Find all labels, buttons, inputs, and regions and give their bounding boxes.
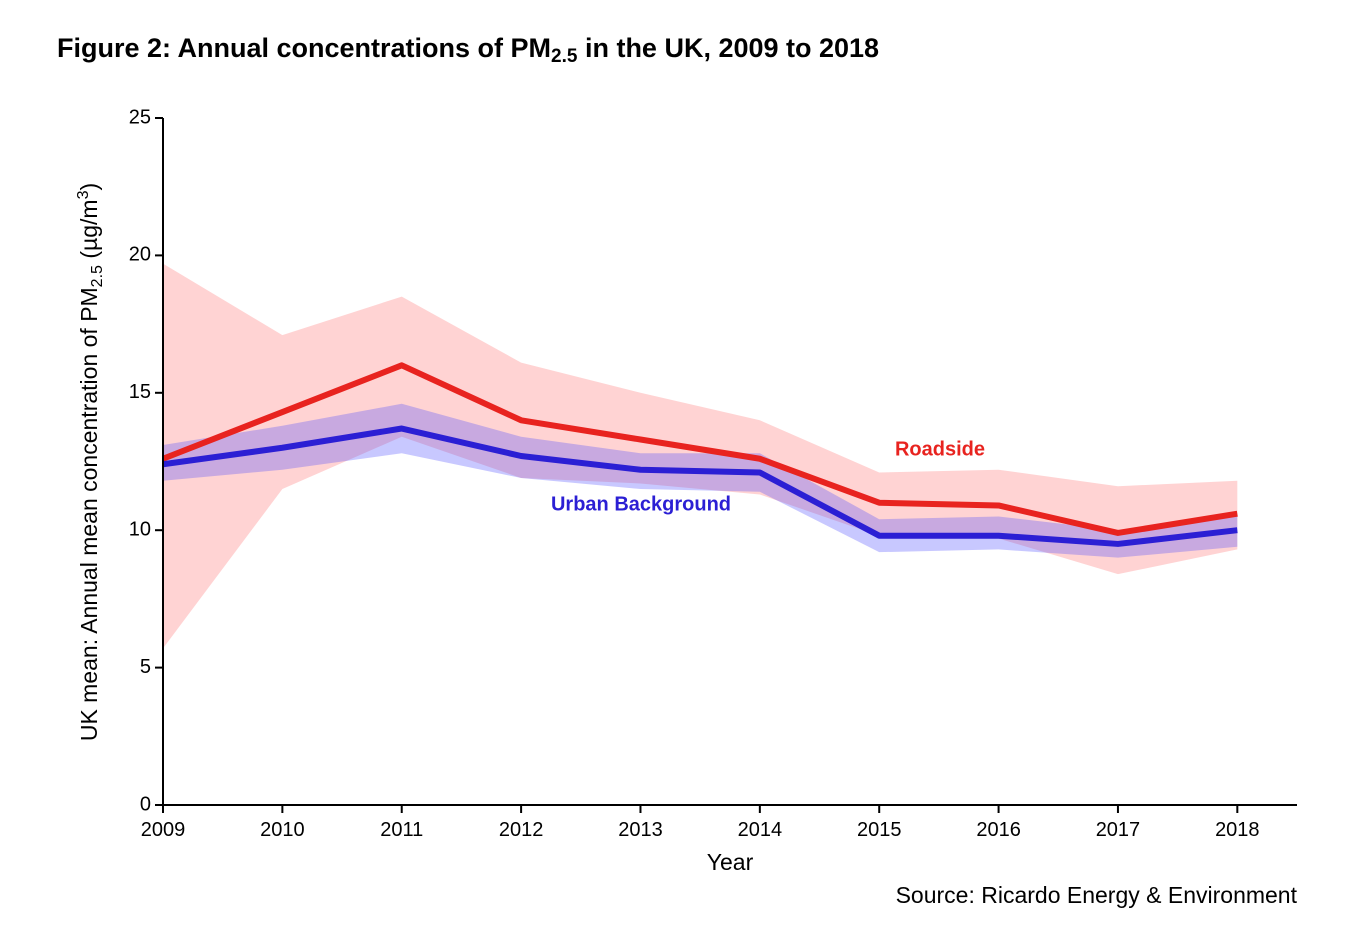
title-rest: in the UK, 2009 to 2018 [577,33,879,63]
confidence-band [163,403,1238,558]
series-line [162,425,1238,547]
x-tick-label: 2010 [260,819,305,841]
source-note: Source: Ricardo Energy & Environment [896,882,1298,908]
y-label-subscript: 2.5 [89,265,106,287]
y-label-superscript: 3 [75,190,92,199]
y-tick-label: 20 [129,244,151,266]
y-tick-label: 5 [140,656,151,678]
series-label: Urban Background [551,493,731,515]
y-label-close: ) [76,183,102,191]
x-tick-label: 2013 [618,819,663,841]
y-tick-label: 0 [140,793,151,815]
y-tick-label: 15 [129,381,151,403]
x-tick-label: 2018 [1215,819,1260,841]
x-axis-label: Year [707,849,754,875]
title-text: Figure 2: Annual concentrations of PM [57,33,551,63]
chart-title: Figure 2: Annual concentrations of PM2.5… [57,33,879,67]
y-label-text: UK mean: Annual mean concentration of PM [76,287,102,741]
x-tick-label: 2015 [857,819,902,841]
y-tick-label: 25 [129,106,151,128]
series-label: Roadside [895,438,985,460]
x-tick-label: 2009 [141,819,186,841]
y-tick-label: 10 [129,518,151,540]
x-tick-label: 2016 [976,819,1021,841]
x-tick-label: 2017 [1096,819,1141,841]
title-subscript: 2.5 [551,46,578,67]
confidence-band [163,263,1238,649]
x-tick-label: 2012 [499,819,544,841]
x-tick-label: 2011 [380,819,423,841]
x-tick-label: 2014 [738,819,783,841]
y-axis-label: UK mean: Annual mean concentration of PM… [75,183,106,741]
series-line [161,362,1238,536]
y-label-unit: (µg/m [76,199,102,265]
